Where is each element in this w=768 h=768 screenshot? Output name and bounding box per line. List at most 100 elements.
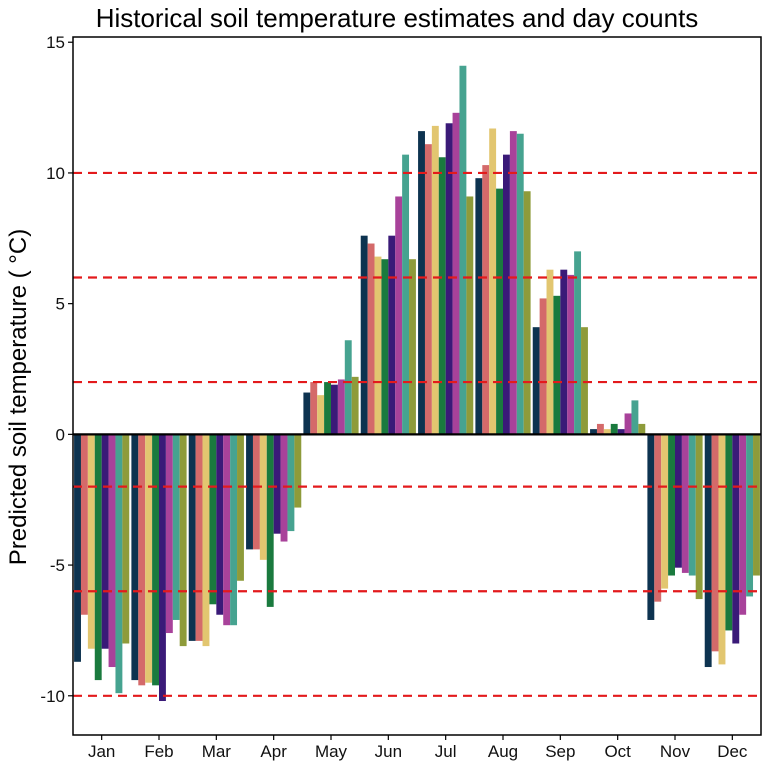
bar-aug-4 (496, 188, 503, 435)
bar-dec-3 (718, 434, 726, 665)
bar-mar-6 (223, 434, 231, 626)
bar-apr-5 (273, 434, 281, 534)
bar-oct-5 (617, 429, 625, 435)
bar-apr-1 (246, 434, 253, 550)
bar-jun-2 (367, 243, 375, 435)
bar-mar-2 (195, 434, 203, 641)
bar-nov-1 (647, 434, 655, 620)
bar-apr-2 (252, 434, 260, 550)
bar-sep-5 (560, 269, 568, 435)
bar-mar-3 (202, 434, 210, 647)
bar-sep-8 (581, 327, 588, 435)
bar-oct-7 (631, 400, 639, 435)
bar-nov-7 (688, 434, 696, 576)
chart-title: Historical soil temperature estimates an… (96, 3, 699, 33)
bar-aug-3 (489, 128, 497, 435)
x-tick-label: Mar (202, 742, 232, 761)
axes: -10 -5 0 5 10 15 Jan Feb Mar Apr May Jun Jul Aug Sep Oc… (40, 33, 748, 761)
bars-layer (74, 65, 760, 702)
bar-aug-5 (503, 154, 510, 435)
bar-sep-1 (532, 327, 540, 435)
bar-dec-6 (739, 434, 747, 615)
bar-dec-8 (753, 434, 760, 576)
bar-oct-8 (638, 423, 646, 435)
bar-jul-8 (466, 196, 474, 435)
bar-nov-4 (668, 434, 675, 576)
bar-dec-5 (732, 434, 740, 644)
bar-jun-4 (381, 259, 389, 435)
bar-mar-7 (230, 434, 238, 626)
bar-apr-3 (259, 434, 267, 560)
bar-feb-7 (172, 434, 180, 620)
bar-jul-3 (431, 125, 439, 435)
bar-dec-2 (711, 434, 719, 652)
bar-jul-6 (452, 112, 460, 435)
bar-dec-4 (725, 434, 733, 631)
bar-nov-2 (654, 434, 662, 602)
bar-jan-2 (80, 434, 88, 615)
bar-jan-5 (101, 434, 109, 649)
bar-feb-6 (165, 434, 173, 634)
bar-aug-7 (516, 133, 524, 435)
bar-mar-1 (188, 434, 196, 641)
plot-frame (72, 36, 762, 736)
bar-nov-8 (695, 434, 703, 600)
bar-mar-5 (216, 434, 224, 615)
bar-jan-3 (87, 434, 95, 649)
bar-may-8 (351, 376, 359, 435)
bar-may-6 (337, 379, 345, 435)
bar-jul-4 (438, 157, 446, 435)
bar-oct-1 (590, 429, 597, 435)
y-tick-label: 10 (46, 164, 65, 183)
bar-jul-1 (418, 131, 425, 435)
bar-aug-1 (475, 178, 483, 435)
bar-may-1 (303, 392, 311, 435)
bar-jul-2 (424, 144, 432, 435)
x-tick-label: Oct (604, 742, 631, 761)
bar-feb-4 (152, 434, 159, 686)
bar-apr-6 (280, 434, 288, 542)
bar-oct-4 (610, 423, 618, 435)
y-tick-label: 15 (46, 33, 65, 52)
bar-sep-6 (567, 274, 575, 435)
x-tick-label: May (315, 742, 348, 761)
bar-sep-4 (553, 295, 561, 435)
bar-oct-3 (603, 429, 611, 435)
bar-dec-1 (704, 434, 712, 668)
x-tick-label: Apr (260, 742, 287, 761)
bar-may-7 (344, 340, 352, 435)
bar-may-4 (324, 382, 331, 435)
y-axis-label: Predicted soil temperature ( °C) (5, 229, 32, 565)
bar-jan-7 (115, 434, 123, 694)
bar-jun-3 (374, 256, 382, 435)
bar-dec-7 (746, 434, 754, 597)
bar-feb-8 (179, 434, 187, 647)
bar-jan-1 (74, 434, 81, 662)
bar-sep-3 (546, 269, 554, 435)
bar-nov-3 (661, 434, 669, 589)
bar-jan-4 (94, 434, 102, 681)
x-tick-label: Jun (375, 742, 402, 761)
y-tick-label: 5 (56, 295, 65, 314)
bar-oct-6 (624, 413, 632, 435)
bar-jun-7 (402, 154, 410, 435)
bar-jul-5 (445, 123, 453, 435)
bar-may-5 (331, 384, 338, 435)
bar-aug-8 (523, 191, 531, 435)
y-tick-label: 0 (56, 425, 65, 444)
bar-feb-3 (145, 434, 153, 683)
bar-jun-8 (409, 259, 416, 435)
bar-nov-5 (675, 434, 682, 568)
bar-feb-5 (159, 434, 166, 702)
bar-sep-7 (574, 251, 582, 435)
reference-lines (73, 171, 761, 697)
bar-aug-6 (509, 131, 517, 435)
x-tick-label: Feb (144, 742, 173, 761)
bar-may-2 (310, 382, 318, 435)
bar-jun-6 (395, 196, 403, 435)
x-tick-label: Aug (488, 742, 518, 761)
x-tick-label: Nov (660, 742, 691, 761)
bar-may-3 (317, 395, 325, 435)
bar-mar-8 (237, 434, 244, 581)
